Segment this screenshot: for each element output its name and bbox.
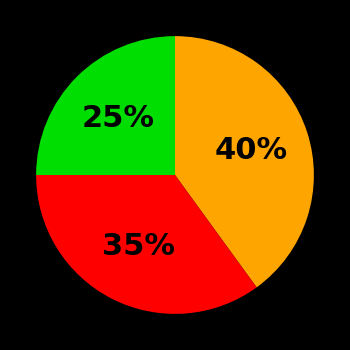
Text: 25%: 25% (82, 104, 155, 133)
Wedge shape (175, 36, 314, 287)
Wedge shape (36, 175, 257, 314)
Wedge shape (36, 36, 175, 175)
Text: 35%: 35% (102, 232, 175, 261)
Text: 40%: 40% (215, 135, 288, 164)
